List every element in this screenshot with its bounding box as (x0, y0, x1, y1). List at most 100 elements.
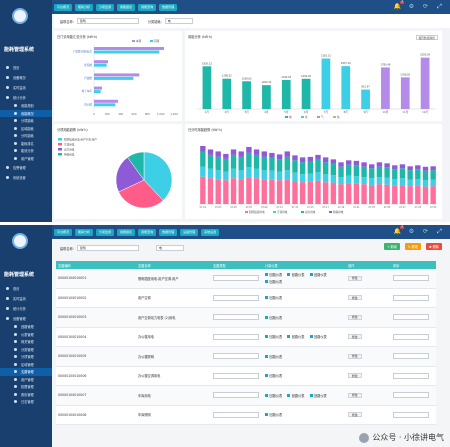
fullscreen-icon[interactable]: ⤢ (437, 227, 442, 235)
meter-checkbox[interactable]: 回路仪表 (287, 393, 305, 398)
refresh-icon[interactable]: ⟳ (422, 227, 429, 235)
table-row[interactable]: 00000100010004 办公楼用电 回路仪表 回路仪表 回路仪表 修改 (56, 328, 436, 347)
sidebar-item[interactable]: 支路管理 (0, 368, 52, 376)
building-select[interactable]: 建筑 (76, 18, 139, 24)
table-row[interactable]: 00000100010003 用户空调动力电表 (2)用电 回路仪表 修改 (56, 308, 436, 328)
branch-type-select[interactable] (213, 294, 259, 301)
sidebar-item[interactable]: 首页 (0, 62, 52, 72)
sidebar-item[interactable]: 角色管理 (0, 391, 52, 399)
top-tab[interactable]: 平台概况 (54, 3, 73, 11)
branch-type-select[interactable] (213, 372, 259, 379)
table-row[interactable]: 00000100010007 车库用电 回路仪表 回路仪表 回路仪表 修改 (56, 386, 436, 406)
sidebar-item[interactable]: 告警管理 (0, 162, 52, 172)
meter-checkbox[interactable]: 回路仪表 (265, 373, 282, 378)
top-tab[interactable]: 平台概况 (54, 228, 73, 236)
bell-icon[interactable]: 🔔 4 (393, 225, 404, 235)
edit-row-button[interactable]: 修改 (348, 353, 362, 359)
top-tab[interactable]: 能耗分析 (75, 228, 94, 236)
sidebar-item[interactable]: 统计分析 (0, 303, 52, 313)
delete-button[interactable]: ✖ 删除 (425, 243, 442, 250)
sidebar-item[interactable]: 区域管理 (0, 361, 52, 369)
period-toggle[interactable]: 按月份/按年份 (415, 35, 438, 40)
meter-checkbox[interactable]: 回路仪表 (265, 272, 282, 277)
sort-select[interactable] (393, 353, 429, 360)
sidebar-item[interactable]: 用能规划 (0, 102, 52, 110)
top-tab[interactable]: 用能报表 (117, 228, 136, 236)
edit-row-button[interactable]: 修改 (348, 314, 362, 320)
add-button[interactable]: + 新增 (383, 243, 400, 250)
meter-checkbox[interactable]: 回路仪表 (287, 272, 305, 277)
sidebar-item[interactable]: 系统设置 (0, 172, 52, 182)
meter-checkbox[interactable]: 回路仪表 (265, 295, 282, 300)
sidebar-item[interactable]: 用能概况 (0, 109, 52, 117)
edit-row-button[interactable]: 修改 (348, 392, 362, 398)
table-row[interactable]: 00000100010006 办公楼空调用电 回路仪表 修改 (56, 367, 436, 386)
meter-checkbox[interactable]: 回路仪表 (265, 354, 282, 359)
meter-checkbox[interactable]: 回路仪表 (265, 412, 282, 417)
settings-icon[interactable]: ⚙ (408, 227, 415, 235)
table-row[interactable]: 00000100010008 车库照明 回路仪表 修改 (56, 406, 436, 425)
bell-icon[interactable]: 🔔 4 (393, 0, 404, 10)
sidebar-item[interactable]: 网关管理 (0, 338, 52, 346)
meter-checkbox[interactable]: 回路仪表 (265, 279, 282, 284)
branch-type-select[interactable] (213, 333, 259, 340)
sort-select[interactable] (393, 372, 429, 379)
sidebar-item[interactable]: 分时能耗 (0, 132, 52, 140)
fullscreen-icon[interactable]: ⤢ (437, 2, 442, 10)
sidebar-item[interactable]: 能耗排名 (0, 140, 52, 148)
edit-row-button[interactable]: 修改 (348, 275, 362, 281)
edit-row-button[interactable]: 修改 (348, 373, 362, 379)
top-tab[interactable]: 数据管理 (159, 3, 178, 11)
sidebar-item[interactable]: 区域能耗 (0, 125, 52, 133)
sidebar-item[interactable]: 设备管理 (0, 313, 52, 323)
settings-icon[interactable]: ⚙ (408, 2, 415, 10)
sidebar-item[interactable]: 统计分析 (0, 92, 52, 102)
sidebar-item[interactable]: 仪表管理 (0, 331, 52, 339)
sort-select[interactable] (393, 275, 429, 282)
top-tab[interactable]: 能耗分析 (75, 3, 94, 11)
sort-select[interactable] (393, 294, 429, 301)
sidebar-item[interactable]: 分类管理 (0, 346, 52, 354)
edit-button[interactable]: ✎ 修改 (404, 243, 421, 250)
sort-select[interactable] (393, 314, 429, 321)
table-row[interactable]: 00000100010005 办公楼照明 回路仪表 修改 (56, 347, 436, 367)
sidebar-item[interactable]: 实时监测 (0, 293, 52, 303)
energy-type-select[interactable]: 电 (155, 245, 184, 251)
sidebar-item[interactable]: 权限管理 (0, 383, 52, 391)
meter-checkbox[interactable]: 回路仪表 (265, 393, 282, 398)
sort-select[interactable] (393, 333, 429, 340)
sidebar-item[interactable]: 设备概况 (0, 72, 52, 82)
top-tab[interactable]: 用能报表 (117, 3, 136, 11)
sort-select[interactable] (393, 411, 429, 418)
edit-row-button[interactable]: 修改 (348, 295, 362, 301)
sidebar-item[interactable]: 分项管理 (0, 353, 52, 361)
sidebar-item[interactable]: 用户管理 (0, 155, 52, 163)
sidebar-item[interactable]: 用户管理 (0, 376, 52, 384)
top-tab[interactable]: 设备管理 (180, 228, 199, 236)
meter-checkbox[interactable]: 回路仪表 (287, 334, 305, 339)
table-row[interactable]: 00000100010002 用户空调 回路仪表 修改 (56, 289, 436, 308)
meter-checkbox[interactable]: 回路仪表 (309, 393, 327, 398)
sidebar-item[interactable]: 回路管理 (0, 323, 52, 331)
meter-checkbox[interactable]: 回路仪表 (309, 334, 327, 339)
table-row[interactable]: 00000100010001 照明插座用电-用户空调-用户 回路仪表 回路仪表 回路… (56, 269, 436, 289)
edit-row-button[interactable]: 修改 (348, 334, 362, 340)
meter-checkbox[interactable]: 回路仪表 (309, 272, 327, 277)
branch-type-select[interactable] (213, 353, 259, 360)
top-tab[interactable]: 数据管理 (159, 228, 178, 236)
top-tab[interactable]: 用能查询 (138, 3, 157, 11)
sort-select[interactable] (393, 392, 429, 399)
refresh-icon[interactable]: ⟳ (422, 2, 429, 10)
top-tab[interactable]: 用能查询 (138, 228, 157, 236)
branch-type-select[interactable] (213, 275, 259, 282)
branch-type-select[interactable] (213, 314, 259, 321)
meter-checkbox[interactable]: 回路仪表 (265, 334, 282, 339)
sidebar-item[interactable]: 分项能耗 (0, 117, 52, 125)
top-tab[interactable]: 分项监测 (96, 3, 115, 11)
sidebar-item[interactable]: 日志管理 (0, 398, 52, 406)
branch-type-select[interactable] (213, 411, 259, 418)
building-select[interactable]: 建筑 (76, 245, 139, 251)
edit-row-button[interactable]: 修改 (348, 412, 362, 418)
sidebar-item[interactable]: 能效分析 (0, 147, 52, 155)
sidebar-item[interactable]: 首页 (0, 283, 52, 293)
